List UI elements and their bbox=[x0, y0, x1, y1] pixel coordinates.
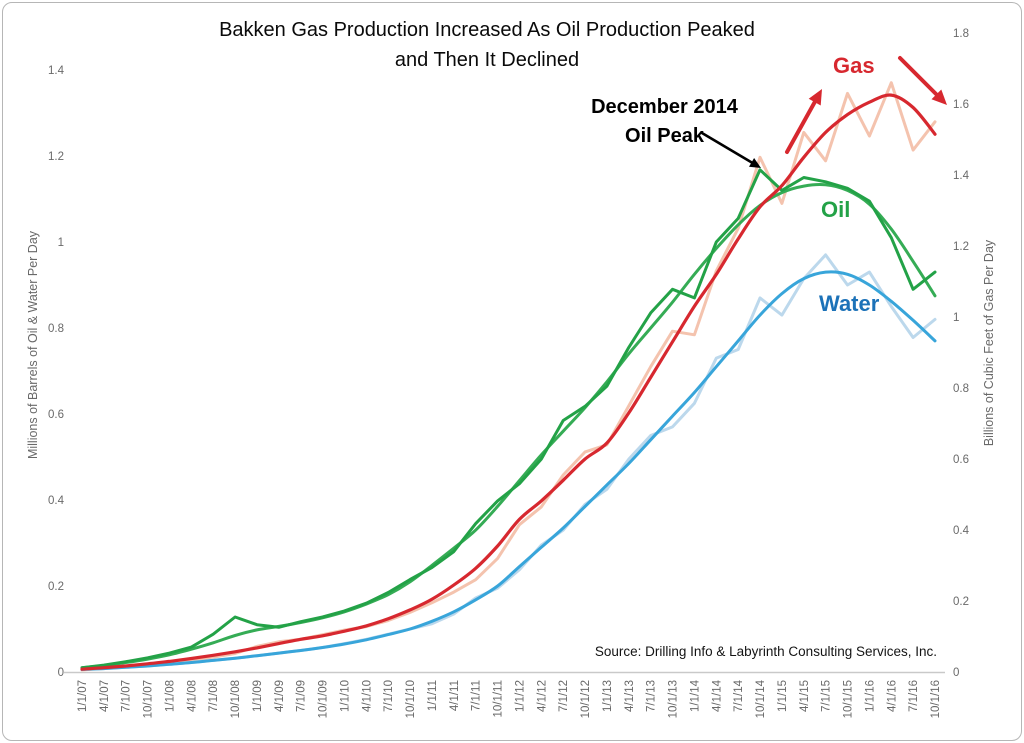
oil-series-label: Oil bbox=[821, 197, 851, 222]
series-line-water-actual bbox=[80, 253, 937, 671]
x-axis-tick-label: 1/1/07 bbox=[77, 680, 89, 712]
left-axis-tick-label: 1.4 bbox=[48, 65, 65, 77]
right-axis-tick-label: 0 bbox=[953, 667, 959, 679]
gas-rise-arrow-head bbox=[808, 89, 822, 106]
x-axis-tick-label: 10/1/14 bbox=[755, 679, 767, 718]
x-axis-tick-label: 1/1/09 bbox=[252, 680, 264, 712]
gas-series-label: Gas bbox=[833, 53, 875, 78]
water-series-label: Water bbox=[819, 291, 880, 316]
x-axis-tick-label: 7/1/08 bbox=[208, 680, 220, 712]
x-axis-tick-label: 10/1/10 bbox=[405, 680, 417, 718]
x-axis-tick-label: 7/1/13 bbox=[646, 680, 658, 712]
x-axis-tick-label: 1/1/13 bbox=[602, 680, 614, 712]
oil-peak-annotation-line2: Oil Peak bbox=[625, 125, 704, 147]
x-axis-tick-label: 10/1/15 bbox=[843, 680, 855, 718]
chart-title-line1: Bakken Gas Production Increased As Oil P… bbox=[219, 19, 755, 41]
x-axis-tick-label: 1/1/08 bbox=[164, 680, 176, 712]
x-axis-tick-label: 4/1/16 bbox=[886, 680, 898, 712]
x-axis-tick-label: 10/1/09 bbox=[318, 680, 330, 718]
x-axis-tick-label: 1/1/15 bbox=[777, 680, 789, 712]
left-axis-tick-label: 0.8 bbox=[48, 323, 64, 335]
oil-peak-arrow-head bbox=[749, 158, 761, 168]
right-axis-title: Billions of Cubic Feet of Gas Per Day bbox=[982, 239, 996, 447]
gas-rise-arrow bbox=[785, 100, 817, 154]
right-axis-tick-label: 1.6 bbox=[953, 99, 969, 111]
x-axis-tick-label: 7/1/11 bbox=[471, 680, 483, 711]
x-axis-tick-label: 1/1/14 bbox=[689, 679, 701, 712]
x-axis-tick-label: 4/1/11 bbox=[449, 680, 461, 711]
right-axis-tick-label: 0.6 bbox=[953, 454, 969, 466]
oil-peak-annotation: December 2014 Oil Peak bbox=[557, 93, 772, 151]
x-axis-tick-label: 4/1/14 bbox=[711, 679, 723, 712]
right-axis-tick-label: 1.8 bbox=[953, 28, 969, 40]
x-axis-tick-label: 4/1/08 bbox=[186, 680, 198, 712]
x-axis-tick-label: 10/1/11 bbox=[493, 680, 505, 718]
x-axis-tick-label: 7/1/15 bbox=[821, 680, 833, 712]
chart-title-line2: and Then It Declined bbox=[394, 49, 580, 71]
left-axis-tick-label: 0 bbox=[58, 667, 64, 679]
x-axis-tick-label: 4/1/12 bbox=[536, 680, 548, 712]
x-axis-tick-label: 10/1/13 bbox=[668, 680, 680, 718]
left-axis-tick-label: 0.4 bbox=[48, 495, 65, 507]
x-axis-tick-label: 7/1/12 bbox=[558, 680, 570, 712]
right-axis-tick-label: 1.4 bbox=[953, 170, 970, 182]
x-axis-tick-label: 10/1/07 bbox=[143, 680, 155, 718]
right-axis-tick-label: 0.4 bbox=[953, 525, 970, 537]
series-line-oil-trend bbox=[80, 183, 937, 670]
x-axis-tick-label: 7/1/16 bbox=[908, 680, 920, 712]
right-axis-tick-label: 1 bbox=[953, 312, 959, 324]
x-axis-tick-label: 10/1/08 bbox=[230, 680, 242, 718]
x-axis-tick-label: 4/1/15 bbox=[799, 680, 811, 712]
left-axis-tick-label: 0.2 bbox=[48, 581, 64, 593]
x-axis-tick-label: 7/1/07 bbox=[121, 680, 133, 712]
x-axis-tick-label: 7/1/10 bbox=[383, 680, 395, 712]
right-axis-tick-label: 0.2 bbox=[953, 596, 969, 608]
left-axis-tick-label: 0.6 bbox=[48, 409, 64, 421]
series-line-gas-trend bbox=[80, 93, 937, 671]
x-axis-tick-label: 10/1/16 bbox=[930, 680, 942, 718]
chart-title: Bakken Gas Production Increased As Oil P… bbox=[157, 15, 817, 75]
source-credit: Source: Drilling Info & Labyrinth Consul… bbox=[594, 644, 937, 659]
x-axis-tick-label: 4/1/10 bbox=[361, 680, 373, 712]
x-axis-tick-label: 4/1/07 bbox=[99, 680, 111, 712]
gas-fall-arrow-head bbox=[931, 89, 947, 105]
x-axis-tick-label: 1/1/16 bbox=[864, 680, 876, 712]
right-axis-tick-label: 1.2 bbox=[953, 241, 969, 253]
right-axis-tick-label: 0.8 bbox=[953, 383, 969, 395]
left-axis-title: Millions of Barrels of Oil & Water Per D… bbox=[26, 230, 40, 460]
x-axis-tick-label: 10/1/12 bbox=[580, 680, 592, 718]
x-axis-tick-label: 1/1/11 bbox=[427, 680, 439, 711]
x-axis-tick-label: 4/1/09 bbox=[274, 680, 286, 712]
x-axis-tick-label: 7/1/14 bbox=[733, 679, 745, 712]
oil-peak-arrow bbox=[700, 131, 753, 164]
left-axis-tick-label: 1.2 bbox=[48, 151, 64, 163]
x-axis-tick-label: 4/1/13 bbox=[624, 680, 636, 712]
gas-fall-arrow bbox=[898, 56, 939, 97]
x-axis-tick-label: 1/1/10 bbox=[339, 680, 351, 712]
series-line-gas-actual bbox=[80, 81, 937, 672]
left-axis-tick-label: 1 bbox=[58, 237, 64, 249]
series-line-oil-actual bbox=[80, 168, 937, 670]
x-axis-tick-label: 7/1/09 bbox=[296, 680, 308, 712]
oil-peak-annotation-line1: December 2014 bbox=[591, 96, 738, 118]
series-line-water-trend bbox=[80, 270, 937, 671]
x-axis-tick-label: 1/1/12 bbox=[514, 680, 526, 712]
